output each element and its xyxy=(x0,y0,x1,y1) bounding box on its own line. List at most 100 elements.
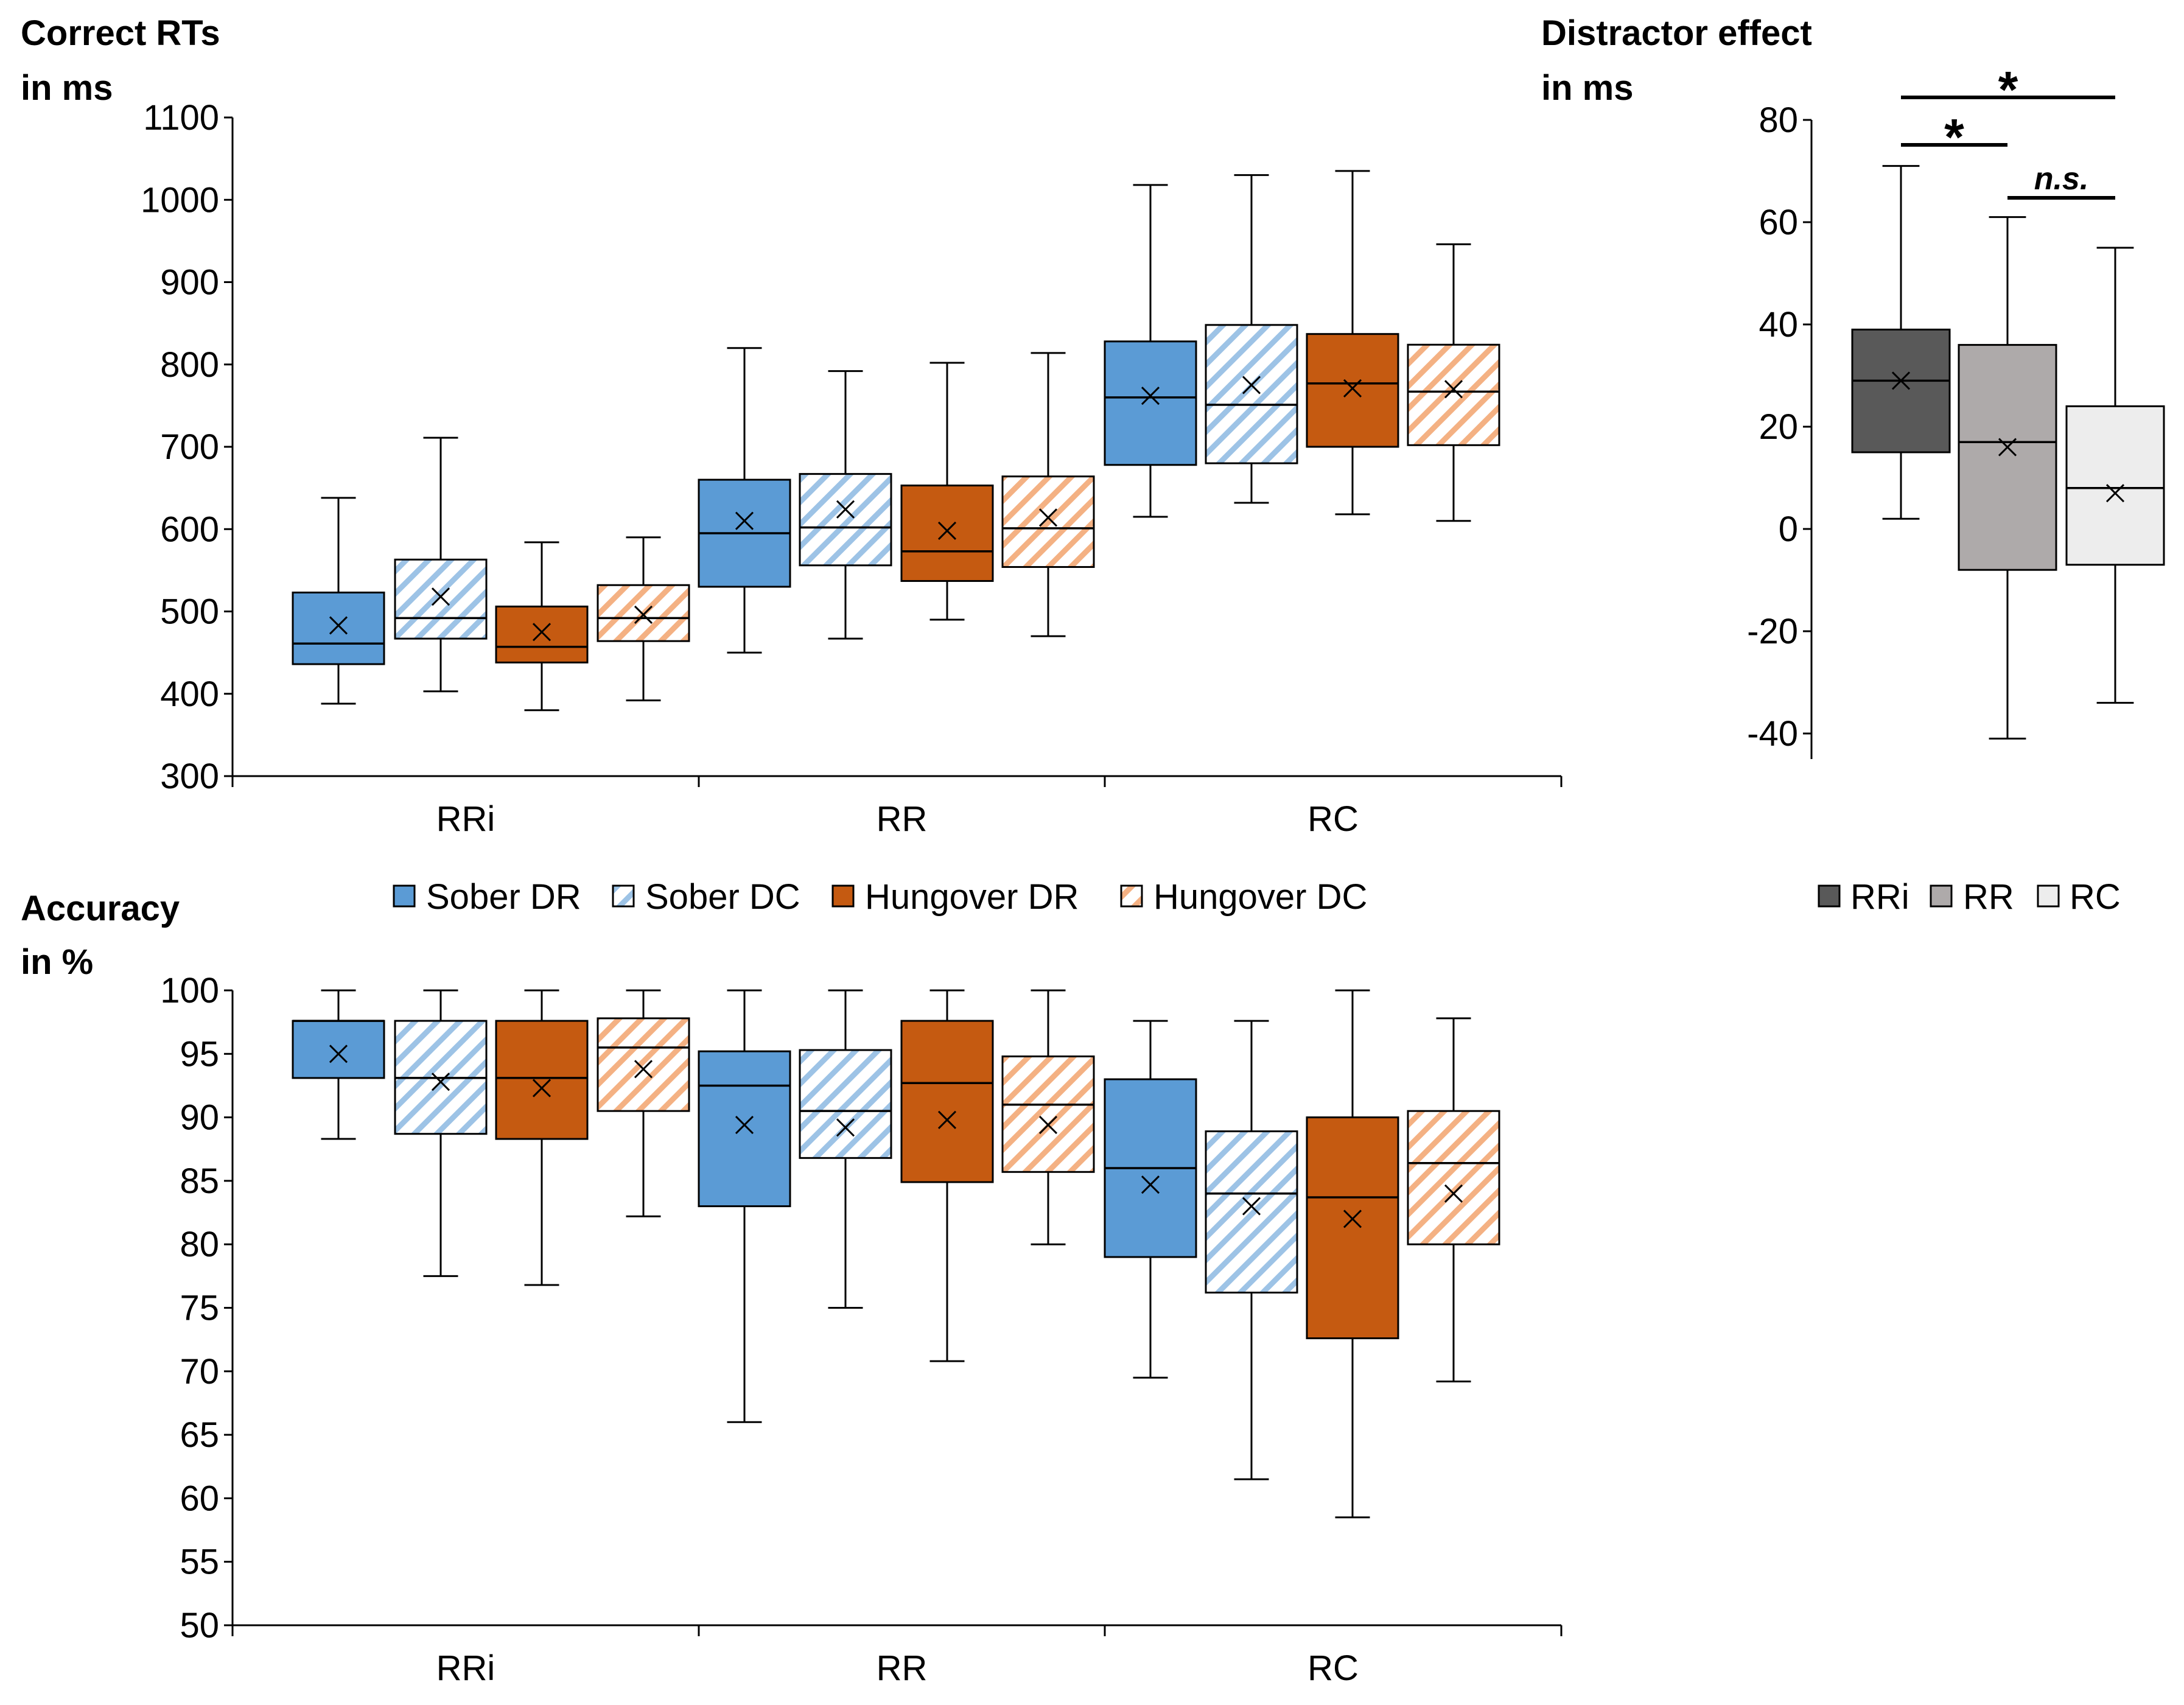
box-hungover-dr-rr-mean-marker xyxy=(937,1110,957,1129)
significance-label: n.s. xyxy=(2034,161,2089,197)
box-hungover-dr-rc-box xyxy=(1306,1116,1399,1340)
box-sober-dr-rri-box xyxy=(292,591,385,665)
legend-swatch-hungover-dc xyxy=(1120,884,1143,908)
box-distractor-rr xyxy=(1958,216,2057,740)
legend-main: Sober DR Sober DC Hungover DR Hungover D… xyxy=(393,877,1367,917)
box-sober-dc-rc-box xyxy=(1205,324,1298,464)
legend-swatch-hungover-dr xyxy=(831,884,855,908)
box-sober-dc-rri-mean-marker xyxy=(431,587,450,606)
box-sober-dc-rc xyxy=(1205,1020,1298,1480)
box-sober-dr-rc xyxy=(1104,184,1197,518)
box-hungover-dr-rr-box xyxy=(900,1020,994,1183)
box-distractor-rc-box xyxy=(2065,405,2165,566)
distractor-plot: -40 -20 0 20 40 60 80 * * n.s. xyxy=(1747,61,2165,759)
box-hungover-dr-rc xyxy=(1306,989,1399,1519)
box-distractor-rc xyxy=(2065,247,2165,704)
x-category-label: RC xyxy=(1307,1648,1359,1688)
box-sober-dr-rri-mean-marker xyxy=(329,616,348,635)
box-hungover-dr-rri-mean-marker xyxy=(532,1079,551,1098)
box-hungover-dr-rc-mean-marker xyxy=(1343,1210,1362,1228)
box-sober-dr-rr-mean-marker xyxy=(735,1116,754,1135)
acc-ylabel-line2: in % xyxy=(21,942,93,982)
box-hungover-dr-rr xyxy=(900,362,994,621)
legend-swatch-sober-dr xyxy=(393,884,416,908)
box-hungover-dc-rc-mean-marker xyxy=(1444,380,1463,399)
box-sober-dc-rr-mean-marker xyxy=(836,1118,855,1137)
box-sober-dc-rc-box xyxy=(1205,1130,1298,1294)
box-hungover-dr-rr-box xyxy=(900,485,994,582)
box-sober-dc-rri xyxy=(394,989,488,1277)
box-sober-dc-rri-mean-marker xyxy=(431,1073,450,1091)
box-sober-dr-rr xyxy=(698,347,791,654)
box-sober-dc-rri-box xyxy=(394,558,488,640)
box-hungover-dc-rri xyxy=(597,536,690,702)
y-tick-label: 50 xyxy=(180,1606,219,1645)
box-sober-dc-rc xyxy=(1205,174,1298,504)
legend-label-rr: RR xyxy=(1963,877,2014,917)
legend-swatch-rri xyxy=(1818,884,1841,908)
box-sober-dr-rri xyxy=(292,497,385,705)
y-tick-label: 700 xyxy=(160,427,219,467)
box-hungover-dc-rc xyxy=(1407,1017,1500,1382)
box-hungover-dc-rc-mean-marker xyxy=(1444,1184,1463,1203)
y-tick-label: -20 xyxy=(1747,612,1798,651)
legend-effect: RRi RR RC xyxy=(1818,877,2121,917)
y-tick-label: 500 xyxy=(160,592,219,632)
box-sober-dr-rr xyxy=(698,989,791,1423)
box-sober-dc-rr-box xyxy=(799,1049,892,1159)
box-hungover-dr-rc-box xyxy=(1306,333,1399,448)
box-hungover-dr-rr-mean-marker xyxy=(937,521,957,541)
y-tick-label: 40 xyxy=(1759,305,1798,345)
box-hungover-dc-rri-box xyxy=(597,1017,690,1112)
legend-label-hungover-dr: Hungover DR xyxy=(865,877,1079,917)
y-tick-label: 100 xyxy=(160,971,219,1010)
box-hungover-dc-rr-mean-marker xyxy=(1038,1116,1058,1135)
box-hungover-dc-rc-box xyxy=(1407,343,1500,446)
y-tick-label: 60 xyxy=(1759,203,1798,242)
y-tick-label: 95 xyxy=(180,1034,219,1074)
box-sober-dr-rc-box xyxy=(1104,340,1197,466)
legend-label-hungover-dc: Hungover DC xyxy=(1153,877,1367,917)
legend-label-sober-dc: Sober DC xyxy=(645,877,800,917)
legend-label-rc: RC xyxy=(2070,877,2121,917)
y-tick-label: 20 xyxy=(1759,407,1798,447)
legend-label-sober-dr: Sober DR xyxy=(426,877,581,917)
y-tick-label: 800 xyxy=(160,345,219,385)
box-hungover-dr-rri-mean-marker xyxy=(532,623,551,642)
acc-ylabel-line1: Accuracy xyxy=(21,889,180,928)
significance-label: * xyxy=(1944,108,1964,166)
box-hungover-dc-rc xyxy=(1407,243,1500,522)
box-sober-dr-rri-box xyxy=(292,1020,385,1079)
y-tick-label: 0 xyxy=(1779,509,1798,549)
box-distractor-rc-mean-marker xyxy=(2105,484,2125,503)
box-hungover-dc-rr-mean-marker xyxy=(1038,508,1058,527)
box-sober-dc-rr-mean-marker xyxy=(836,500,855,519)
box-hungover-dc-rr xyxy=(1001,989,1095,1245)
y-tick-label: 85 xyxy=(180,1161,219,1201)
y-tick-label: 1100 xyxy=(143,98,219,138)
box-hungover-dc-rri-mean-marker xyxy=(634,1060,653,1079)
box-sober-dr-rri-mean-marker xyxy=(329,1045,348,1063)
box-sober-dr-rri xyxy=(292,989,385,1140)
legend-label-rri: RRi xyxy=(1850,877,1909,917)
box-sober-dc-rr-box xyxy=(799,473,892,567)
y-tick-label: 70 xyxy=(180,1352,219,1392)
box-hungover-dc-rri xyxy=(597,989,690,1217)
legend-swatch-rr xyxy=(1930,884,1953,908)
box-hungover-dc-rri-mean-marker xyxy=(634,605,653,624)
box-hungover-dc-rr xyxy=(1001,352,1095,637)
x-category-label: RRi xyxy=(436,799,495,839)
y-tick-label: 1000 xyxy=(141,180,219,220)
y-tick-label: 900 xyxy=(160,263,219,303)
distractor-ylabel-line2: in ms xyxy=(1541,68,1634,108)
box-sober-dr-rr-mean-marker xyxy=(735,511,754,530)
box-sober-dc-rr xyxy=(799,370,892,640)
box-hungover-dr-rri xyxy=(495,541,589,712)
box-sober-dr-rc xyxy=(1104,1020,1197,1379)
y-tick-label: 60 xyxy=(180,1479,219,1518)
rt-ylabel-line2: in ms xyxy=(21,68,113,108)
box-distractor-rri xyxy=(1851,165,1951,520)
box-hungover-dr-rc-mean-marker xyxy=(1343,379,1362,398)
x-category-label: RR xyxy=(877,1648,928,1688)
